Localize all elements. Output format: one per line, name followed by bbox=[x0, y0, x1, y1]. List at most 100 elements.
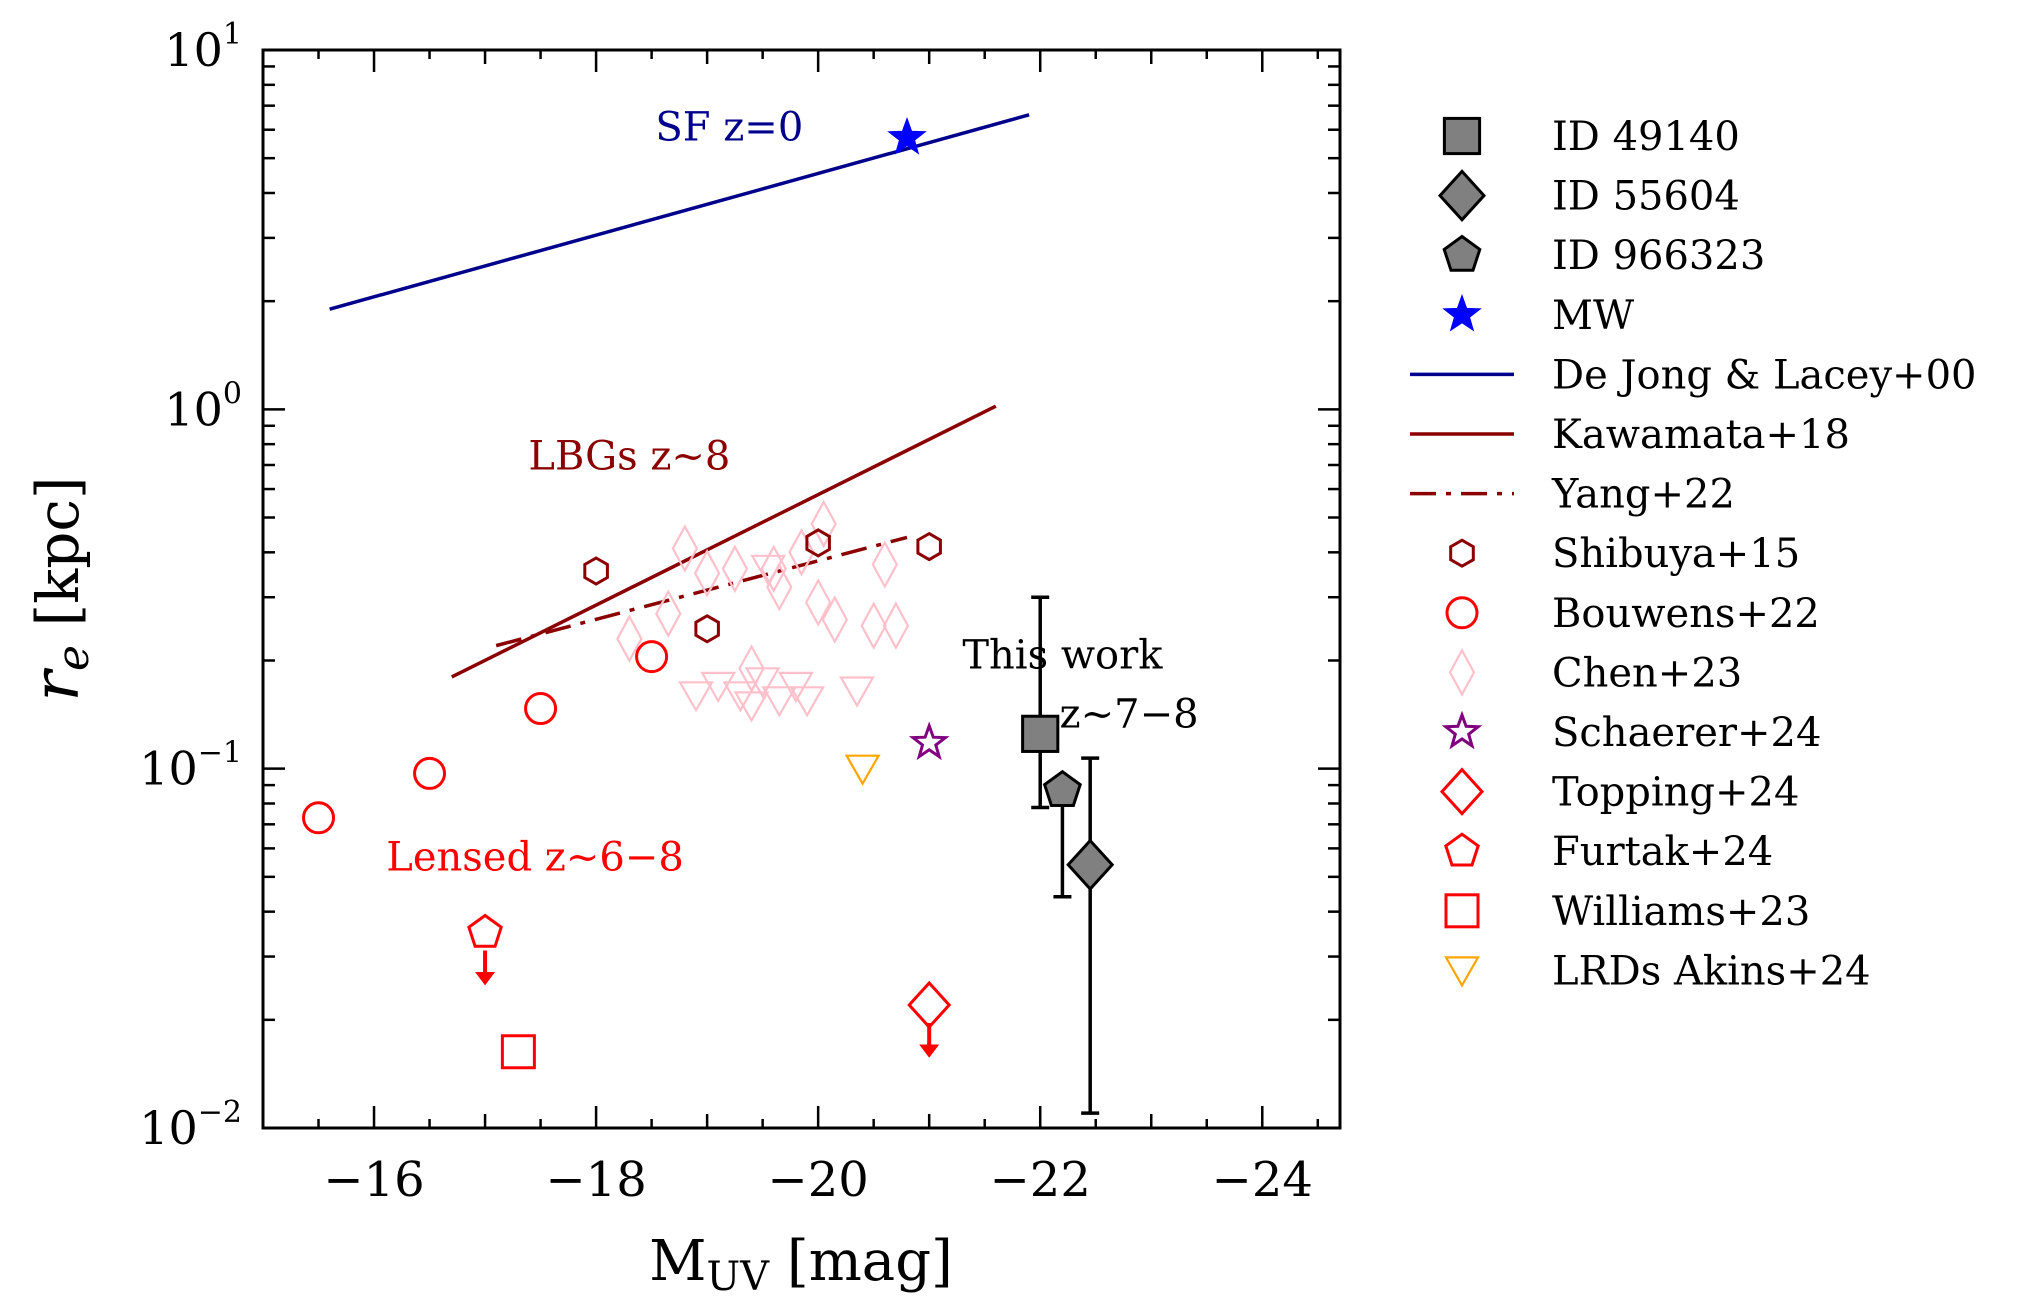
legend-item-williams-23: Williams+23 bbox=[1444, 889, 1810, 935]
point-chen-23 bbox=[788, 528, 815, 577]
legend-label: MW bbox=[1552, 293, 1634, 339]
series-bouwens-22 bbox=[302, 640, 669, 835]
axes: −16 −18 −20 −22 −24 101 100 10−1 10−2 bbox=[139, 17, 1342, 1208]
legend-item-chen-23: Chen+23 bbox=[1448, 648, 1742, 697]
legend-marker bbox=[1445, 596, 1479, 630]
legend-marker bbox=[1444, 832, 1480, 867]
legend-label: Schaerer+24 bbox=[1552, 710, 1821, 756]
series-id-55604 bbox=[1066, 756, 1115, 1115]
plot-frame bbox=[261, 48, 1342, 1130]
point-chen-23-triangles bbox=[722, 681, 759, 713]
point-chen-23-triangles bbox=[750, 554, 787, 587]
legend-marker bbox=[1444, 956, 1480, 988]
legend-marker bbox=[1441, 710, 1483, 750]
annotation-lensed: Lensed z~6−8 bbox=[386, 835, 684, 881]
point-chen-23-triangles bbox=[839, 676, 875, 708]
upper-limit-arrowhead bbox=[919, 1044, 940, 1058]
point-chen-23-triangles bbox=[789, 686, 825, 718]
point-chen-23 bbox=[671, 524, 699, 573]
legend-marker bbox=[1444, 893, 1480, 929]
legend-item-lrds-akins-24: LRDs Akins+24 bbox=[1444, 948, 1871, 994]
point-chen-23-triangles bbox=[700, 671, 737, 704]
legend-marker bbox=[1437, 169, 1487, 223]
legend-marker bbox=[1448, 648, 1476, 697]
series-id-966323 bbox=[1042, 769, 1082, 899]
point-chen-23 bbox=[655, 589, 682, 638]
legend-label: Chen+23 bbox=[1552, 650, 1742, 696]
legend: ID 49140 ID 55604 ID 966323 MW De Jong & Lac… bbox=[1410, 114, 1976, 994]
legend-item-kawamata-18: Kawamata+18 bbox=[1410, 412, 1850, 458]
upper-limit-arrowhead bbox=[475, 971, 496, 986]
x-tick-label: −20 bbox=[768, 1152, 869, 1208]
legend-label: Furtak+24 bbox=[1552, 829, 1773, 875]
legend-item-id-55604: ID 55604 bbox=[1437, 169, 1740, 223]
x-axis-label: MUV [mag] bbox=[649, 1229, 953, 1300]
annotation-lbg: LBGs z~8 bbox=[528, 434, 730, 480]
legend-label: De Jong & Lacey+00 bbox=[1552, 352, 1976, 398]
legend-marker bbox=[1439, 767, 1485, 816]
legend-marker bbox=[1442, 293, 1482, 332]
legend-item-de-jong-lacey-00: De Jong & Lacey+00 bbox=[1410, 352, 1976, 398]
legend-item-mw: MW bbox=[1442, 293, 1634, 339]
point-lrds-akins-24 bbox=[844, 754, 881, 786]
point-id-49140 bbox=[1021, 714, 1060, 753]
series-furtak-24 bbox=[467, 913, 503, 986]
line-kawamata-18 bbox=[450, 404, 997, 679]
series-chen-23 bbox=[616, 499, 910, 693]
series-yang-22 bbox=[495, 535, 908, 648]
point-chen-23 bbox=[721, 544, 749, 594]
legend-label: ID 55604 bbox=[1552, 174, 1740, 220]
legend-item-yang-22: Yang+22 bbox=[1410, 472, 1735, 518]
point-chen-23 bbox=[871, 540, 899, 589]
point-shibuya-15 bbox=[583, 556, 609, 586]
line-yang-22 bbox=[495, 535, 908, 648]
legend-item-id-966323: ID 966323 bbox=[1442, 233, 1765, 279]
legend-item-shibuya-15: Shibuya+15 bbox=[1449, 531, 1800, 577]
legend-label: ID 49140 bbox=[1552, 114, 1740, 160]
x-tick-label: −24 bbox=[1212, 1152, 1313, 1208]
legend-marker bbox=[1449, 538, 1475, 568]
data-layer bbox=[302, 113, 1115, 1115]
legend-label: Williams+23 bbox=[1552, 889, 1810, 935]
series-lrds-akins-24 bbox=[844, 754, 881, 786]
point-bouwens-22 bbox=[413, 756, 447, 790]
series-mw bbox=[887, 116, 927, 155]
point-chen-23 bbox=[810, 499, 837, 549]
annotation-sf: SF z=0 bbox=[655, 104, 803, 150]
axis-labels: MUV [mag] re [kpc] bbox=[20, 476, 953, 1300]
point-chen-23-triangles bbox=[678, 681, 714, 713]
series-schaerer-24 bbox=[908, 721, 950, 761]
point-bouwens-22 bbox=[524, 692, 558, 726]
point-chen-23-triangles bbox=[744, 667, 781, 699]
annotation-layer: SF z=0 LBGs z~8 Lensed z~6−8 This work z~7−8 bbox=[386, 104, 1198, 880]
point-chen-23 bbox=[693, 548, 721, 598]
series-topping-24 bbox=[907, 980, 952, 1058]
legend-item-id-49140: ID 49140 bbox=[1442, 114, 1740, 160]
point-chen-23 bbox=[616, 614, 643, 663]
legend-marker bbox=[1442, 116, 1482, 156]
point-williams-23 bbox=[500, 1034, 536, 1070]
x-tick-label: −22 bbox=[990, 1152, 1091, 1208]
point-chen-23 bbox=[882, 601, 910, 650]
point-mw bbox=[887, 116, 927, 155]
legend-item-bouwens-22: Bouwens+22 bbox=[1445, 591, 1820, 637]
legend-marker bbox=[1442, 234, 1482, 272]
y-tick-label: 101 bbox=[164, 17, 242, 77]
point-chen-23 bbox=[821, 595, 849, 644]
legend-label: Yang+22 bbox=[1551, 472, 1735, 518]
point-chen-23 bbox=[804, 578, 832, 627]
point-id-966323 bbox=[1042, 769, 1082, 807]
y-tick-label: 10−1 bbox=[139, 736, 242, 796]
series-williams-23 bbox=[500, 1034, 536, 1070]
series-id-49140 bbox=[1021, 595, 1060, 810]
point-bouwens-22 bbox=[302, 801, 336, 835]
annotation-tw2: z~7−8 bbox=[1060, 692, 1199, 738]
series-shibuya-15 bbox=[583, 528, 942, 644]
y-axis-label: re [kpc] bbox=[20, 476, 99, 701]
point-furtak-24 bbox=[467, 913, 503, 948]
point-chen-23 bbox=[860, 601, 887, 650]
point-chen-23-triangles bbox=[761, 686, 798, 718]
x-tick-label: −18 bbox=[545, 1152, 646, 1208]
legend-label: Shibuya+15 bbox=[1552, 531, 1800, 577]
annotation-tw1: This work bbox=[962, 633, 1163, 679]
